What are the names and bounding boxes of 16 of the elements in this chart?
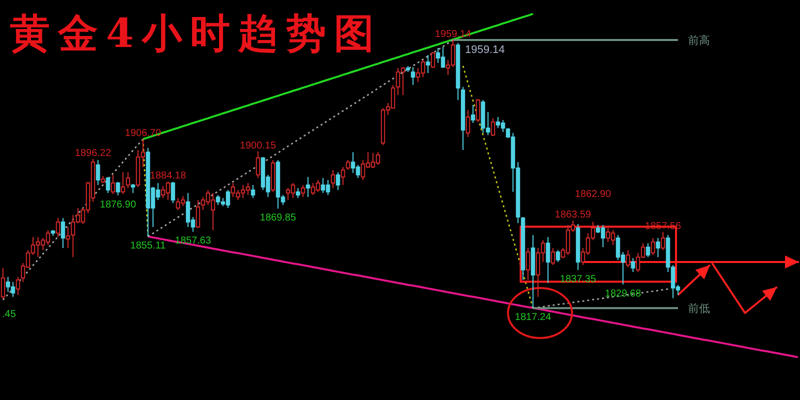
annotation: 1855.11 bbox=[130, 240, 166, 252]
annotation: 1884.18 bbox=[150, 170, 187, 182]
annotation: 1869.85 bbox=[260, 212, 297, 224]
data-label: 1959.14 bbox=[465, 44, 505, 56]
annotation: 1906.70 bbox=[124, 128, 162, 140]
series-label: 前低 bbox=[688, 303, 710, 316]
annotation: 1857.63 bbox=[174, 236, 212, 247]
series-label: 前高 bbox=[688, 34, 710, 47]
annotation: 1896.22 bbox=[74, 148, 112, 159]
text: .45 bbox=[2, 309, 16, 320]
annotation: 1817.24 bbox=[514, 312, 552, 323]
annotation: 1863.59 bbox=[554, 209, 592, 220]
title: 黄金4小时趋势图 bbox=[10, 10, 382, 57]
annotation: 1900.15 bbox=[240, 140, 277, 152]
annotation: 1876.90 bbox=[100, 199, 137, 210]
annotation: 1862.90 bbox=[574, 188, 612, 200]
